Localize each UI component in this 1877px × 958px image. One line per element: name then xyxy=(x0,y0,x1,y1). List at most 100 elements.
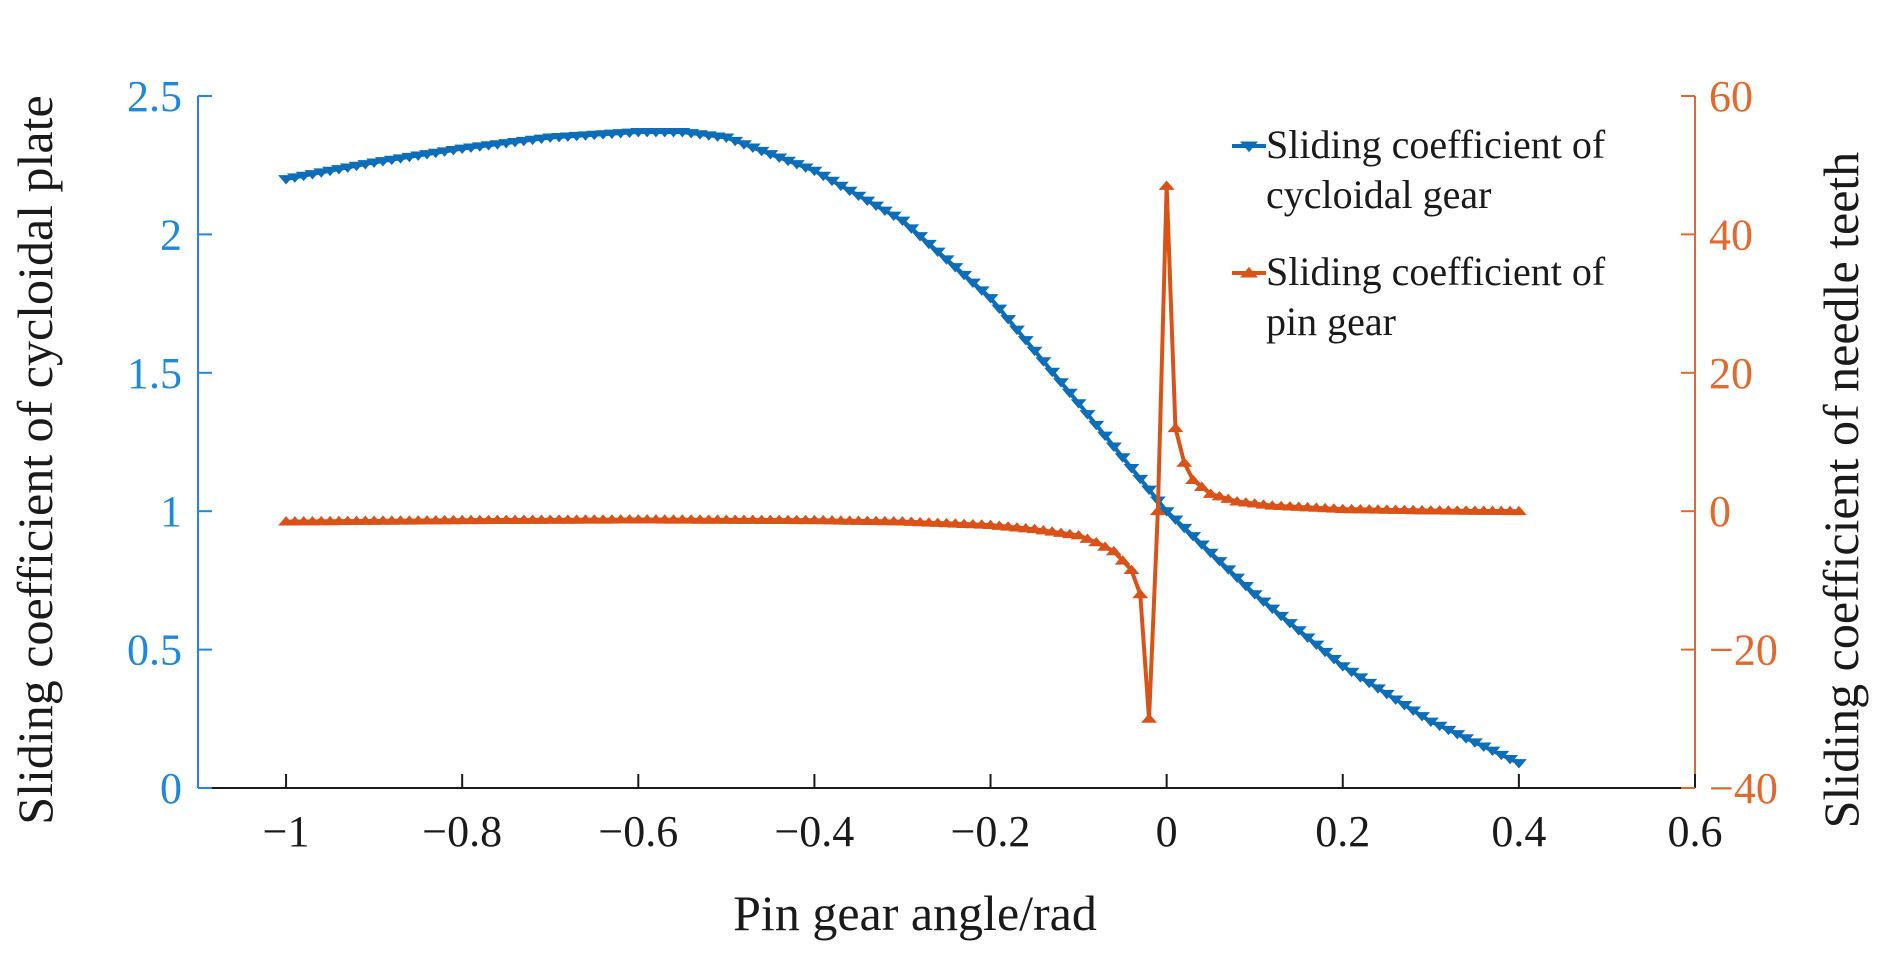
series-marker xyxy=(1061,388,1078,399)
series-marker xyxy=(920,239,937,250)
left-y-tick-label: 0.5 xyxy=(127,626,182,675)
series-marker xyxy=(1281,619,1298,629)
series-marker xyxy=(1475,742,1492,752)
series-marker xyxy=(815,171,832,182)
series-marker xyxy=(330,165,347,175)
series-marker xyxy=(868,201,885,212)
series-marker xyxy=(718,133,735,143)
series-marker xyxy=(788,160,805,170)
series-marker xyxy=(1185,532,1202,542)
series-marker xyxy=(304,170,321,180)
series-marker xyxy=(1484,746,1501,757)
series-marker xyxy=(1132,474,1149,485)
series-marker xyxy=(912,232,929,242)
series-marker xyxy=(1369,684,1386,694)
legend-swatch-marker xyxy=(1240,266,1258,278)
series-pin-gear xyxy=(278,180,1527,723)
series-marker xyxy=(832,181,849,192)
series-marker xyxy=(1510,759,1527,769)
series-marker xyxy=(1193,540,1210,550)
series-marker xyxy=(1070,530,1087,540)
series-marker xyxy=(1440,725,1457,736)
series-marker xyxy=(1079,533,1096,543)
series-marker xyxy=(1123,464,1140,474)
series-marker xyxy=(339,163,356,173)
series-marker xyxy=(1325,655,1342,665)
series-marker xyxy=(1017,336,1034,346)
left-y-tick-label: 2 xyxy=(160,210,182,259)
series-marker xyxy=(1510,505,1527,516)
series-marker xyxy=(1008,325,1025,336)
left-y-axis-title: Sliding coefficient of cycloidal plate xyxy=(7,95,63,824)
series-marker xyxy=(771,153,788,163)
series-marker xyxy=(1220,565,1237,575)
legend-label: Sliding coefficient of xyxy=(1266,249,1606,294)
series-marker xyxy=(806,166,823,177)
series-marker xyxy=(1105,545,1122,556)
left-y-tick-label: 2.5 xyxy=(127,72,182,121)
x-tick-label: 0.2 xyxy=(1315,807,1370,856)
series-marker xyxy=(1361,678,1378,689)
series-marker xyxy=(1502,754,1519,765)
series-marker xyxy=(1352,673,1369,683)
series-marker xyxy=(1449,730,1466,740)
series-marker xyxy=(1114,453,1131,463)
series-marker xyxy=(1167,515,1184,525)
series-marker xyxy=(1290,626,1307,636)
right-y-axis-title: Sliding coefficient of needle teeth xyxy=(1813,152,1869,829)
left-y-tick-label: 1.5 xyxy=(127,349,182,398)
series-marker xyxy=(1396,701,1413,711)
series-marker xyxy=(1493,750,1510,761)
x-axis-title: Pin gear angle/rad xyxy=(733,885,1097,941)
right-y-tick-label: 60 xyxy=(1709,72,1753,121)
series-marker xyxy=(1044,367,1061,378)
series-cycloidal-gear xyxy=(278,128,1527,769)
series-marker xyxy=(735,140,752,150)
x-tick-label: −1 xyxy=(263,807,310,856)
series-marker xyxy=(1141,713,1158,723)
x-tick-label: 0.4 xyxy=(1491,807,1546,856)
x-tick-label: −0.4 xyxy=(774,807,854,856)
legend-label: Sliding coefficient of xyxy=(1266,122,1606,167)
series-marker xyxy=(779,156,796,167)
series-marker xyxy=(1237,581,1254,592)
left-y-tick-label: 0 xyxy=(160,764,182,813)
series-marker xyxy=(1097,541,1114,551)
series-marker xyxy=(1458,734,1475,744)
series-marker xyxy=(1466,738,1483,748)
series-marker xyxy=(956,270,973,281)
series-marker xyxy=(1317,647,1334,658)
series-marker xyxy=(1158,180,1175,190)
series-marker xyxy=(1264,604,1281,615)
legend-item-cycloidal-gear: Sliding coefficient of cycloidal gear xyxy=(1232,122,1606,217)
series-marker xyxy=(964,278,981,288)
series-marker xyxy=(1255,597,1272,607)
series-marker xyxy=(1405,706,1422,716)
left-y-tick-label: 1 xyxy=(160,487,182,536)
series-marker xyxy=(727,136,744,147)
series-marker xyxy=(929,247,946,257)
legend-label: pin gear xyxy=(1266,299,1396,344)
series-marker xyxy=(1149,505,1166,516)
series-line xyxy=(285,129,1520,765)
series-marker xyxy=(1114,555,1131,565)
right-y-tick-label: −40 xyxy=(1709,764,1778,813)
series-marker xyxy=(973,286,990,296)
series-marker xyxy=(1141,485,1158,496)
x-tick-label: −0.8 xyxy=(422,807,502,856)
series-marker xyxy=(1202,488,1219,498)
right-y-tick-label: 20 xyxy=(1709,349,1753,398)
series-marker xyxy=(876,206,893,216)
series-marker xyxy=(1026,346,1043,357)
series-marker xyxy=(903,224,920,234)
series-layer xyxy=(278,128,1527,769)
axes-layer: −1 −0.8 −0.6 −0.4 −0.2 0 0.2 0.4 0.6 0 0.5 1 1.5 2 2.5… xyxy=(127,72,1778,856)
series-marker xyxy=(859,196,876,207)
series-marker xyxy=(313,168,330,178)
series-marker xyxy=(348,161,365,172)
series-marker xyxy=(1308,640,1325,651)
series-marker xyxy=(1158,507,1175,517)
series-marker xyxy=(1123,564,1140,574)
series-marker xyxy=(1088,420,1105,431)
